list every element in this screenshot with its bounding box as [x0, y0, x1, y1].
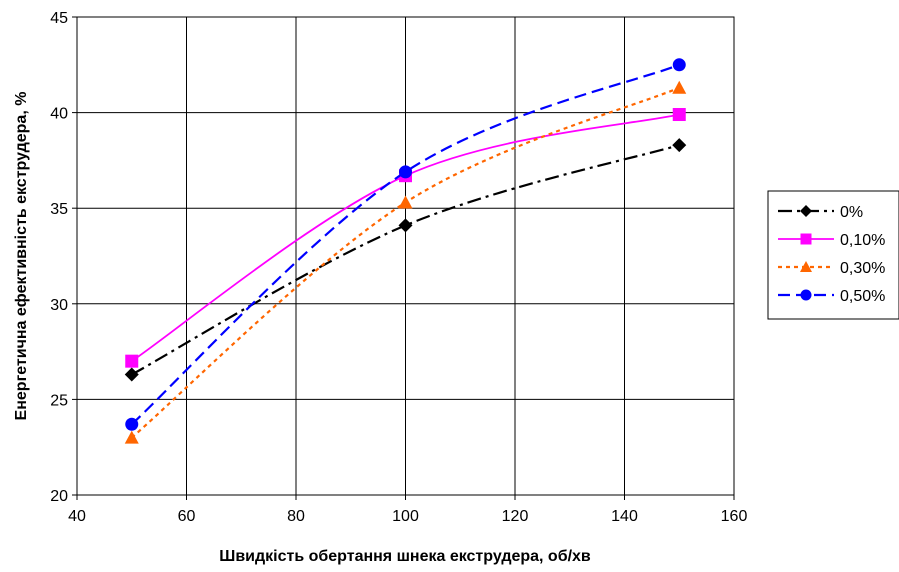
data-point [124, 367, 139, 382]
data-point [398, 218, 413, 233]
x-tick-label: 140 [611, 508, 638, 525]
data-point [124, 430, 139, 444]
legend-marker [800, 233, 812, 245]
data-point [672, 108, 686, 122]
x-tick-label: 100 [392, 508, 419, 525]
legend: 0% 0,10% 0,30% 0,50% [767, 190, 899, 320]
legend-marker [800, 261, 812, 272]
x-tick-label: 40 [68, 508, 86, 525]
legend-label: 0% [840, 204, 863, 221]
data-point [125, 417, 139, 431]
data-point [125, 354, 139, 368]
y-tick-label: 25 [50, 392, 68, 409]
y-tick-label: 40 [50, 106, 68, 123]
x-tick-label: 120 [502, 508, 529, 525]
data-point [672, 58, 686, 72]
legend-label: 0,30% [840, 260, 885, 277]
y-tick-label: 20 [50, 488, 68, 505]
x-tick-label: 60 [178, 508, 196, 525]
x-axis-title: Швидкість обертання шнека екструдера, об… [219, 548, 591, 565]
series-1 [124, 138, 687, 382]
y-tick-label: 30 [50, 297, 68, 314]
grid [77, 17, 734, 495]
y-axis-title: Енергетична ефективність екструдера, % [13, 92, 30, 421]
x-axis-ticks: 40 60 80 100 120 140 160 [68, 495, 747, 525]
data-point [672, 138, 687, 153]
legend-box [767, 190, 899, 320]
series-line [131, 144, 680, 376]
x-tick-label: 160 [721, 508, 748, 525]
series-group [124, 58, 687, 444]
y-tick-label: 45 [50, 10, 68, 27]
legend-marker [800, 205, 812, 217]
legend-marker [800, 289, 812, 301]
data-point [398, 195, 413, 209]
series-3 [124, 80, 687, 444]
legend-label: 0,50% [840, 288, 885, 305]
legend-label: 0,10% [840, 232, 885, 249]
data-point [399, 165, 412, 179]
data-point [672, 80, 687, 94]
y-axis-ticks: 20 25 30 35 40 45 [50, 10, 77, 505]
series-4 [125, 58, 686, 431]
x-tick-label: 80 [287, 508, 305, 525]
y-tick-label: 35 [50, 201, 68, 218]
